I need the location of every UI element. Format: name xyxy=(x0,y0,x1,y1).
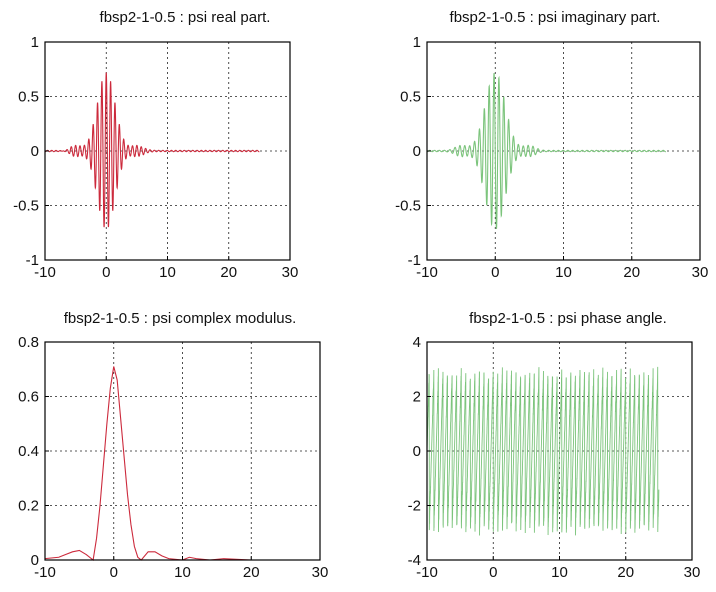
y-tick-label: 0 xyxy=(31,143,39,160)
x-tick-label: -10 xyxy=(34,564,56,581)
panel-phase-angle: fbsp2-1-0.5 : psi phase angle.-10 0 10 20 30… xyxy=(408,310,701,581)
y-tick-label: 4 xyxy=(413,334,421,351)
y-tick-label: -0.5 xyxy=(13,198,39,215)
y-tick-label: 0.6 xyxy=(18,389,39,406)
x-tick-label: -10 xyxy=(416,264,438,281)
y-tick-label: -1 xyxy=(26,252,39,269)
y-tick-label: 2 xyxy=(413,389,421,406)
y-tick-label: -2 xyxy=(408,498,421,515)
x-tick-label: 30 xyxy=(692,264,709,281)
chart-title: fbsp2-1-0.5 : psi complex modulus. xyxy=(64,310,297,327)
chart-title: fbsp2-1-0.5 : psi real part. xyxy=(100,9,271,26)
panel-real-part: fbsp2-1-0.5 : psi real part.-10 0 10 20 30-1… xyxy=(13,9,298,281)
series-line xyxy=(44,72,260,228)
panel-complex-modulus: fbsp2-1-0.5 : psi complex modulus.-10 0 10… xyxy=(18,310,328,581)
y-tick-label: -1 xyxy=(408,252,421,269)
x-tick-label: 20 xyxy=(617,564,634,581)
y-tick-label: 0 xyxy=(31,552,39,569)
series-line xyxy=(44,366,286,562)
y-tick-label: 1 xyxy=(413,34,421,51)
y-tick-label: -0.5 xyxy=(395,198,421,215)
y-tick-label: 1 xyxy=(31,34,39,51)
x-tick-label: 0 xyxy=(491,264,499,281)
y-tick-label: 0 xyxy=(413,443,421,460)
chart-title: fbsp2-1-0.5 : psi phase angle. xyxy=(469,310,667,327)
y-tick-label: 0 xyxy=(413,143,421,160)
x-tick-label: 10 xyxy=(174,564,191,581)
chart-title: fbsp2-1-0.5 : psi imaginary part. xyxy=(450,9,661,26)
y-tick-label: 0.8 xyxy=(18,334,39,351)
x-tick-label: -10 xyxy=(416,564,438,581)
x-tick-label: 20 xyxy=(220,264,237,281)
y-tick-label: 0.2 xyxy=(18,498,39,515)
x-tick-label: 30 xyxy=(684,564,701,581)
x-tick-label: 10 xyxy=(159,264,176,281)
y-tick-label: 0.5 xyxy=(18,89,39,106)
x-tick-label: 0 xyxy=(489,564,497,581)
series-line xyxy=(426,366,660,536)
x-tick-label: 20 xyxy=(243,564,260,581)
x-tick-label: 10 xyxy=(551,564,568,581)
x-tick-label: 0 xyxy=(102,264,110,281)
y-tick-label: 0.5 xyxy=(400,89,421,106)
series-line xyxy=(426,73,666,229)
x-tick-label: 0 xyxy=(110,564,118,581)
x-tick-label: 10 xyxy=(555,264,572,281)
panel-imaginary-part: fbsp2-1-0.5 : psi imaginary part.-10 0 10 2… xyxy=(395,9,708,281)
x-tick-label: 30 xyxy=(312,564,329,581)
x-tick-label: 20 xyxy=(623,264,640,281)
x-tick-label: 30 xyxy=(282,264,299,281)
y-tick-label: 0.4 xyxy=(18,443,39,460)
y-tick-label: -4 xyxy=(408,552,421,569)
x-tick-label: -10 xyxy=(34,264,56,281)
